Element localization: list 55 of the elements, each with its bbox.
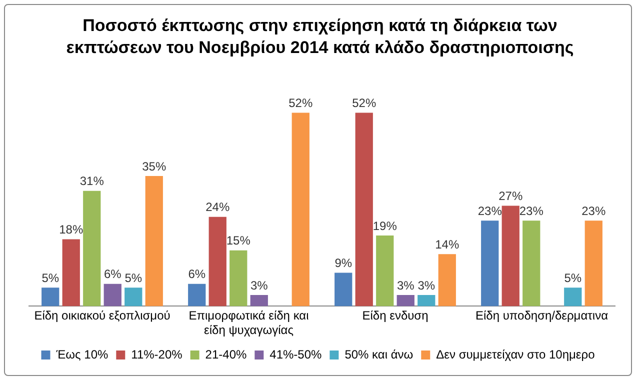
bar	[376, 236, 394, 306]
data-label: 9%	[334, 256, 352, 270]
legend-label: 11%-20%	[131, 347, 183, 362]
bar	[292, 112, 310, 306]
legend-label: 50% και άνω	[344, 347, 414, 362]
bar	[396, 295, 414, 306]
bar	[124, 288, 142, 306]
data-label: 52%	[352, 96, 376, 110]
data-label: 35%	[142, 159, 166, 174]
data-label: 15%	[226, 234, 251, 248]
data-label: 3%	[250, 278, 268, 292]
bar	[355, 112, 373, 306]
data-label: 5%	[124, 270, 142, 285]
bar	[334, 272, 352, 306]
data-label: 6%	[104, 267, 122, 282]
data-label: 23%	[519, 204, 544, 218]
bar	[145, 176, 163, 306]
legend-label: Δεν συμμετείχαν στο 10ημερο	[436, 347, 596, 362]
bar	[564, 288, 582, 306]
bar	[83, 190, 101, 306]
x-tick-label: Είδη ενδυση	[362, 308, 428, 323]
legend-label: Έως 10%	[55, 347, 108, 362]
data-label: 18%	[59, 222, 84, 237]
data-label: 23%	[582, 204, 606, 218]
data-label: 14%	[435, 237, 460, 252]
bar	[502, 206, 520, 306]
bar	[208, 216, 226, 306]
data-label: 52%	[288, 96, 313, 110]
data-label: 24%	[206, 200, 230, 214]
bar	[418, 295, 436, 306]
bar	[188, 284, 206, 306]
data-label: 5%	[42, 270, 60, 285]
data-label: 6%	[188, 267, 206, 282]
bar	[104, 284, 122, 306]
data-label: 3%	[396, 278, 415, 292]
x-tick-label: Είδη υποδηση/δερματινα	[475, 308, 608, 323]
bar	[230, 250, 248, 306]
chart-title: Ποσοστό έκπτωσης στην επιχείρηση κατά τη διάρκεια των εκπτώσεων του Νοεμβρίου 2014 κατά κλάδο δραστηριοποισης	[65, 15, 575, 59]
data-label: 23%	[478, 204, 502, 218]
bar	[481, 220, 499, 306]
bar	[438, 254, 456, 306]
bar	[250, 295, 268, 306]
x-tick-label: Επιμορφωτικά είδη και είδη ψυχαγωγίας	[188, 308, 310, 338]
bar	[62, 239, 80, 306]
x-tick-label: Είδη οικιακού εξοπλισμού	[34, 308, 170, 323]
bar	[522, 220, 540, 306]
bar	[42, 288, 60, 306]
data-label: 5%	[564, 270, 582, 285]
bar	[584, 220, 602, 306]
legend-label: 41%-50%	[270, 347, 322, 362]
data-label: 31%	[80, 174, 104, 188]
data-label: 19%	[372, 218, 398, 233]
legend-label: 21-40%	[205, 347, 247, 362]
data-label: 3%	[418, 278, 436, 292]
data-label: 27%	[498, 189, 523, 204]
